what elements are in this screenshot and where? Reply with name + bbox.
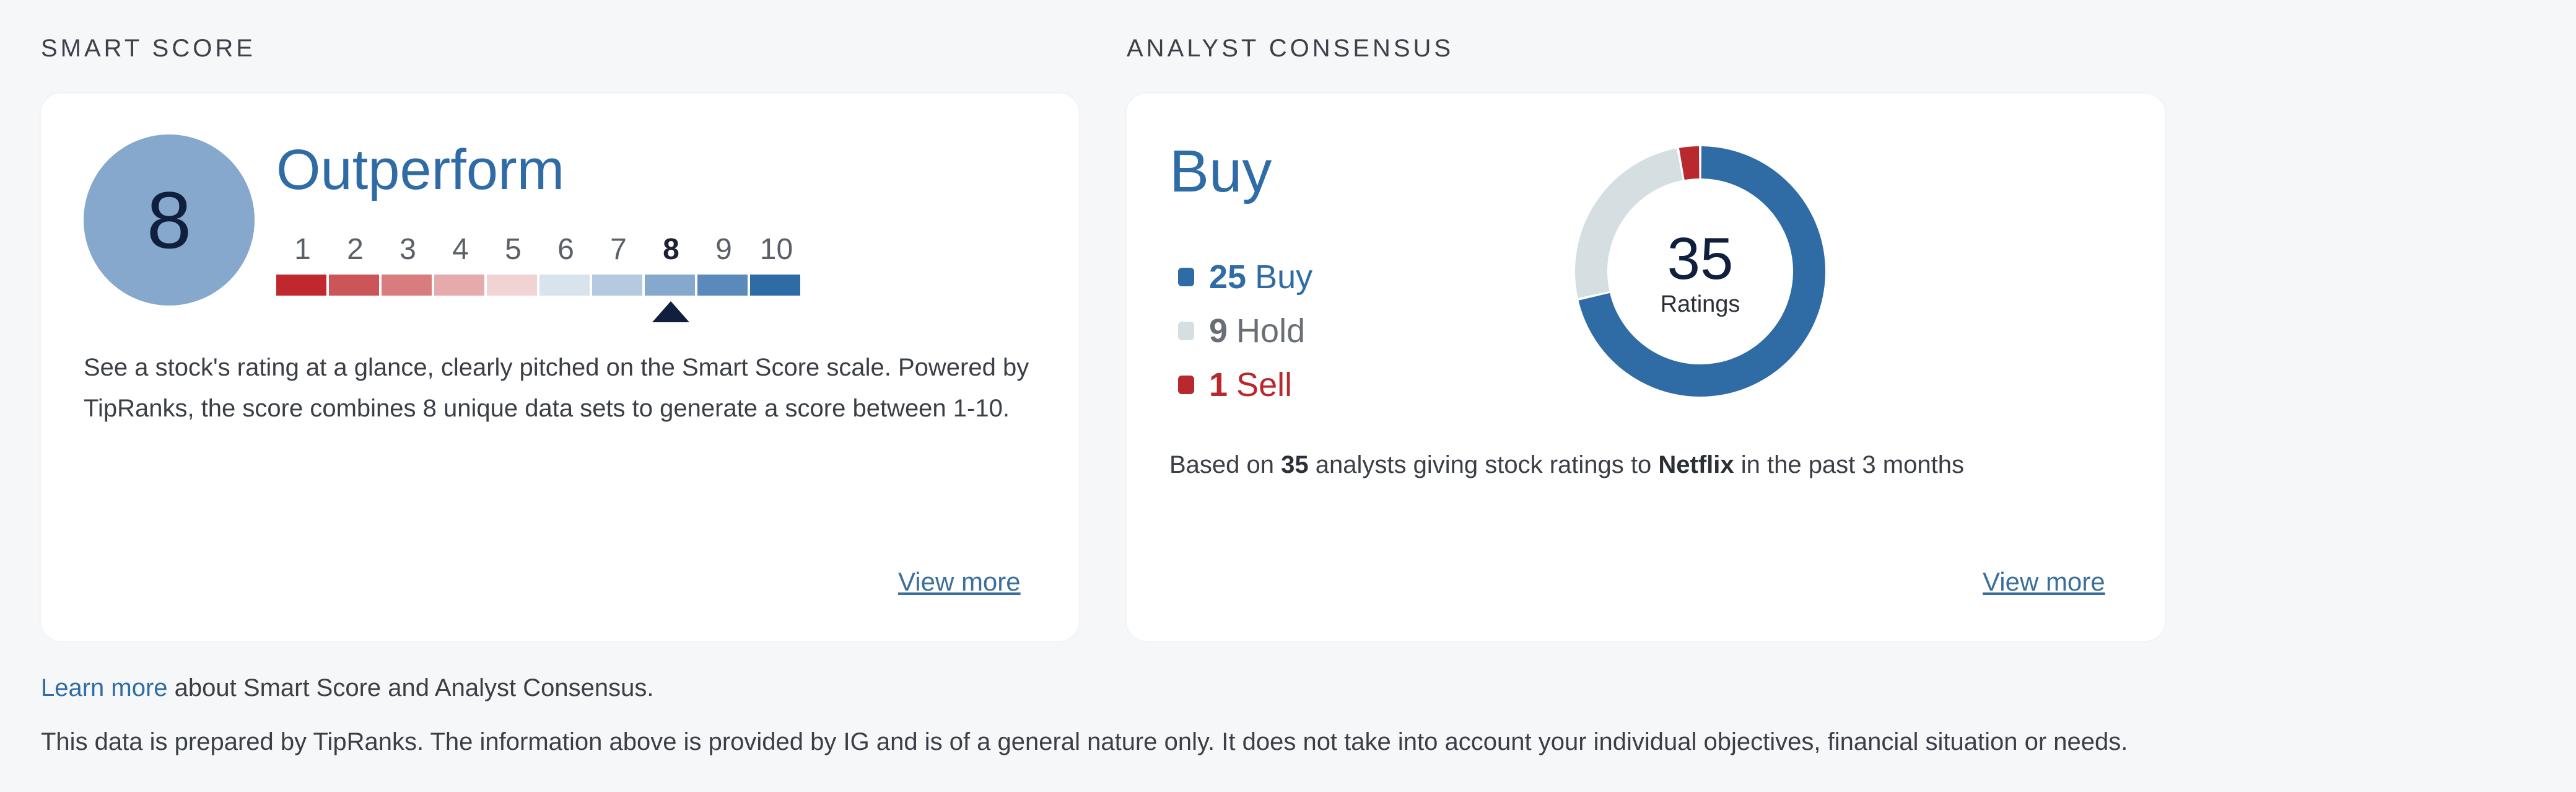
basis-suffix: in the past 3 months bbox=[1734, 451, 1964, 478]
scale-segment bbox=[539, 275, 590, 296]
consensus-rating: Buy bbox=[1169, 138, 1272, 205]
basis-prefix: Based on bbox=[1169, 451, 1281, 478]
smart-score-label: SMART SCORE bbox=[41, 35, 256, 62]
scale-segment bbox=[592, 275, 642, 296]
scale-number: 7 bbox=[610, 233, 627, 266]
score-circle: 8 bbox=[84, 134, 255, 306]
smart-score-description: See a stock's rating at a glance, clearl… bbox=[84, 354, 1029, 422]
scale-number: 2 bbox=[347, 233, 364, 266]
scale-number: 4 bbox=[452, 233, 469, 266]
scale-number: 5 bbox=[505, 233, 522, 266]
score-scale-numbers: 1 2 3 4 5 6 7 8 9 10 bbox=[276, 232, 803, 266]
scale-segment bbox=[276, 275, 326, 296]
score-rating: Outperform bbox=[276, 138, 565, 201]
scale-segment bbox=[434, 275, 484, 296]
analyst-consensus-label: ANALYST CONSENSUS bbox=[1127, 35, 1454, 62]
basis-company: Netflix bbox=[1658, 451, 1734, 478]
legend-sell: 1 Sell bbox=[1178, 366, 1292, 404]
legend-buy: 25 Buy bbox=[1178, 258, 1312, 296]
scale-segment bbox=[697, 275, 748, 296]
scale-number: 9 bbox=[715, 233, 732, 266]
total-ratings-label: Ratings bbox=[1660, 291, 1740, 317]
sell-label: Sell bbox=[1236, 366, 1293, 403]
scale-number: 10 bbox=[759, 233, 793, 266]
learn-more-link[interactable]: Learn more bbox=[41, 674, 168, 702]
scale-segment bbox=[382, 275, 432, 296]
score-scale-bar bbox=[276, 275, 800, 296]
scale-number: 1 bbox=[294, 233, 311, 266]
sell-count: 1 bbox=[1209, 366, 1228, 403]
basis-count: 35 bbox=[1281, 451, 1309, 478]
ratings-donut-chart bbox=[1575, 146, 1825, 397]
donut-slice-hold bbox=[1575, 148, 1683, 298]
buy-swatch-icon bbox=[1178, 268, 1194, 286]
scale-number: 3 bbox=[399, 233, 416, 266]
hold-count: 9 bbox=[1209, 312, 1228, 350]
legend-hold: 9 Hold bbox=[1178, 312, 1305, 350]
donut-slice-sell bbox=[1679, 146, 1700, 180]
total-ratings: 35 bbox=[1667, 226, 1734, 292]
learn-more-text: about Smart Score and Analyst Consensus. bbox=[167, 674, 654, 702]
consensus-basis-text: Based on 35 analysts giving stock rating… bbox=[1169, 451, 1964, 479]
hold-swatch-icon bbox=[1178, 322, 1194, 340]
buy-label: Buy bbox=[1255, 258, 1313, 296]
scale-segment bbox=[645, 275, 695, 296]
scale-number: 8 bbox=[663, 233, 679, 266]
buy-count: 25 bbox=[1209, 258, 1247, 296]
basis-middle: analysts giving stock ratings to bbox=[1308, 451, 1659, 478]
donut-slice-buy bbox=[1578, 146, 1825, 397]
scale-segment bbox=[487, 275, 537, 296]
scale-segment bbox=[329, 275, 379, 296]
score-pointer-icon bbox=[652, 301, 689, 322]
donut-center: 35 Ratings bbox=[1576, 229, 1824, 318]
learn-more-line: Learn more about Smart Score and Analyst… bbox=[41, 674, 653, 702]
disclaimer: This data is prepared by TipRanks. The i… bbox=[41, 728, 2128, 755]
smart-score-view-more-link[interactable]: View more bbox=[898, 567, 1021, 596]
consensus-view-more-link[interactable]: View more bbox=[1983, 567, 2105, 596]
scale-number: 6 bbox=[557, 233, 574, 266]
hold-label: Hold bbox=[1236, 312, 1306, 350]
sell-swatch-icon bbox=[1178, 376, 1194, 394]
scale-segment bbox=[750, 275, 800, 296]
